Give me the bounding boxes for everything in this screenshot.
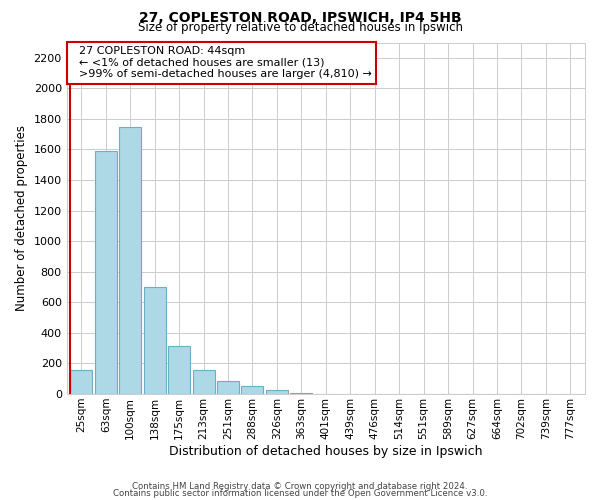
Bar [70,370,92,394]
Bar [168,346,190,394]
X-axis label: Distribution of detached houses by size in Ipswich: Distribution of detached houses by size … [169,444,482,458]
Bar [290,392,313,394]
Bar [143,287,166,394]
Bar [266,390,288,394]
Bar [241,386,263,394]
Bar [217,381,239,394]
Text: 27 COPLESTON ROAD: 44sqm
  ← <1% of detached houses are smaller (13)
  >99% of s: 27 COPLESTON ROAD: 44sqm ← <1% of detach… [72,46,372,79]
Text: Contains HM Land Registry data © Crown copyright and database right 2024.: Contains HM Land Registry data © Crown c… [132,482,468,491]
Y-axis label: Number of detached properties: Number of detached properties [15,126,28,312]
Text: 27, COPLESTON ROAD, IPSWICH, IP4 5HB: 27, COPLESTON ROAD, IPSWICH, IP4 5HB [139,11,461,25]
Bar [193,370,215,394]
Text: Size of property relative to detached houses in Ipswich: Size of property relative to detached ho… [137,22,463,35]
Bar [95,151,117,394]
Bar [119,126,141,394]
Text: Contains public sector information licensed under the Open Government Licence v3: Contains public sector information licen… [113,488,487,498]
